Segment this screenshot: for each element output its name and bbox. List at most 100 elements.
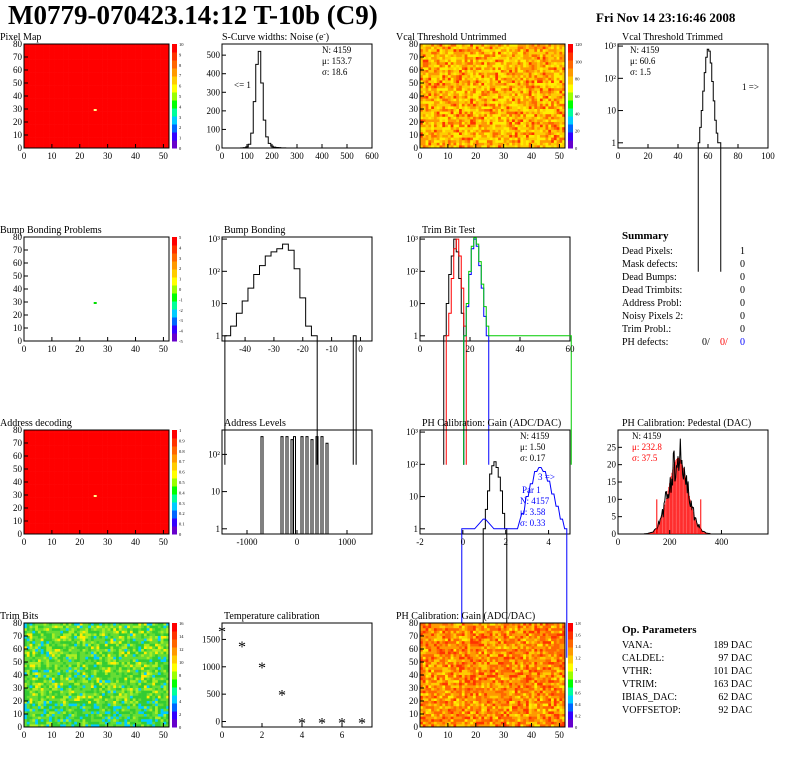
heatmap-cell <box>29 116 33 120</box>
heatmap-cell <box>29 59 33 63</box>
heatmap-cell <box>35 495 39 498</box>
heatmap-cell <box>60 142 64 146</box>
heatmap-cell <box>548 132 552 136</box>
heatmap-cell <box>523 142 527 146</box>
heatmap-cell <box>46 59 50 63</box>
heatmap-cell <box>506 75 510 79</box>
heatmap-cell <box>492 83 496 86</box>
heatmap-cell <box>472 64 477 68</box>
heatmap-cell <box>135 119 139 123</box>
heatmap-cell <box>135 129 139 133</box>
heatmap-cell <box>534 96 538 99</box>
heatmap-cell <box>127 116 131 120</box>
heatmap-cell <box>506 83 510 86</box>
heatmap-cell <box>146 80 150 84</box>
heatmap-cell <box>121 77 125 81</box>
heatmap-cell <box>160 129 164 133</box>
heatmap-cell <box>542 44 546 47</box>
heatmap-cell <box>537 70 541 73</box>
heatmap-cell <box>498 59 502 63</box>
heatmap-cell <box>90 57 95 60</box>
heatmap-cell <box>556 96 560 99</box>
heatmap-cell <box>104 64 108 68</box>
heatmap-cell <box>439 106 443 110</box>
heatmap-cell <box>152 109 156 112</box>
heatmap-cell <box>141 122 145 125</box>
heatmap-cell <box>157 132 161 136</box>
heatmap-cell <box>74 44 78 47</box>
heatmap-cell <box>447 51 451 55</box>
heatmap-cell <box>143 88 147 92</box>
heatmap-cell <box>420 119 424 123</box>
heatmap-cell <box>152 70 156 73</box>
heatmap-cell <box>65 64 69 68</box>
heatmap-cell <box>481 96 485 99</box>
heatmap-cell <box>46 140 50 144</box>
heatmap-cell <box>99 49 103 53</box>
heatmap-cell <box>68 96 72 99</box>
heatmap-cell <box>146 44 150 47</box>
heatmap-cell <box>26 111 30 115</box>
heatmap-cell <box>82 106 86 110</box>
heatmap-cell <box>450 67 454 71</box>
heatmap-cell <box>57 124 61 128</box>
palette-label: 7 <box>179 73 182 78</box>
heatmap-cell <box>512 57 516 60</box>
heatmap-cell <box>495 88 499 92</box>
heatmap-cell <box>425 111 429 115</box>
heatmap-cell <box>96 96 100 99</box>
heatmap-cell <box>63 51 67 55</box>
heatmap-cell <box>152 77 156 81</box>
heatmap-cell <box>500 93 504 97</box>
heatmap-cell <box>166 111 170 115</box>
heatmap-cell <box>32 80 36 84</box>
heatmap-cell <box>481 59 485 63</box>
heatmap-cell <box>104 111 108 115</box>
heatmap-cell <box>49 463 53 467</box>
heatmap-cell <box>472 101 477 105</box>
heatmap-cell <box>531 132 535 136</box>
heatmap-cell <box>539 111 543 115</box>
heatmap-cell <box>88 114 92 118</box>
heatmap-cell <box>514 106 518 110</box>
heatmap-cell <box>116 122 120 125</box>
heatmap-cell <box>486 114 491 118</box>
heatmap-cell <box>116 83 120 86</box>
heatmap-cell <box>79 77 83 81</box>
heatmap-cell <box>54 114 58 118</box>
heatmap-cell <box>146 93 150 97</box>
heatmap-cell <box>29 523 33 527</box>
y-tick-label: 40 <box>409 91 419 101</box>
heatmap-cell <box>74 93 78 97</box>
heatmap-cell <box>24 64 28 68</box>
heatmap-cell <box>553 44 557 47</box>
heatmap-cell <box>43 518 47 522</box>
heatmap-cell <box>461 85 465 89</box>
heatmap-cell <box>163 116 167 120</box>
heatmap-cell <box>79 93 83 97</box>
heatmap-cell <box>157 70 161 73</box>
heatmap-cell <box>528 72 532 76</box>
heatmap-cell <box>517 101 521 105</box>
heatmap-cell <box>523 135 527 138</box>
heatmap-cell <box>32 487 36 491</box>
heatmap-cell <box>520 49 524 53</box>
heatmap-cell <box>49 109 53 112</box>
heatmap-cell <box>472 106 477 110</box>
heatmap-cell <box>40 437 44 441</box>
heatmap-cell <box>35 513 39 517</box>
heatmap-cell <box>548 46 552 50</box>
heatmap-cell <box>118 122 122 125</box>
heatmap-cell <box>157 116 161 120</box>
heatmap-cell <box>63 54 67 58</box>
heatmap-cell <box>456 88 460 92</box>
heatmap-cell <box>43 440 47 444</box>
heatmap-cell <box>464 145 468 149</box>
heatmap-cell <box>431 129 435 133</box>
palette-label: 4 <box>179 104 182 109</box>
heatmap-cell <box>509 129 513 133</box>
heatmap-cell <box>88 85 92 89</box>
heatmap-cell <box>93 83 97 86</box>
